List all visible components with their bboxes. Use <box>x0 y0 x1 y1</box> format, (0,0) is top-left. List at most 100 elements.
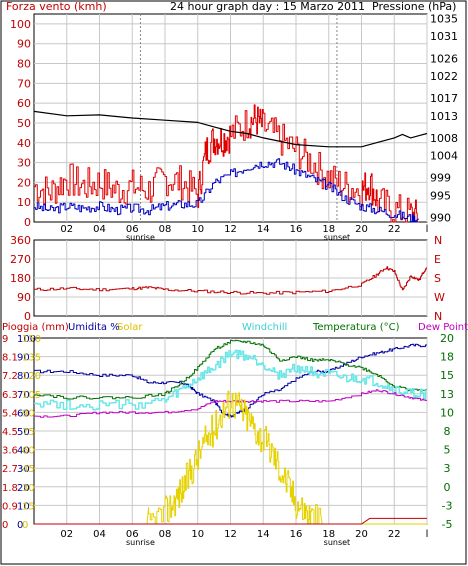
p3-rain-tick: 4.5 <box>2 427 18 438</box>
p1-x-tick: 14 <box>257 224 270 235</box>
p1-y2-tick: 1022 <box>430 70 458 83</box>
p3-humidity-tick: 0 <box>17 520 23 531</box>
p3-humidity-tick: 50 <box>17 427 30 438</box>
p3-x-tick: 04 <box>93 529 106 540</box>
chart-marks: 0102030405060708090100990995999100410081… <box>2 12 458 547</box>
p3-solar-tick: 15 <box>22 501 35 512</box>
p2-y-tick: 90 <box>17 291 31 304</box>
p3-sunset-label: sunset <box>324 538 351 547</box>
legend-windchill: Windchill <box>242 322 287 333</box>
p3-solar-tick: 30 <box>22 483 35 494</box>
p1-x-tick: 20 <box>355 224 368 235</box>
chart-title: 24 hour graph day : 15 Marzo 2011 <box>170 0 365 13</box>
p3-humidity-tick: 70 <box>17 390 30 401</box>
p1-x-tick: 08 <box>159 224 172 235</box>
p3-solar-tick: 105 <box>22 390 41 401</box>
p3-temp-tick: 15 <box>440 369 454 382</box>
p3-x-tick: 14 <box>257 529 270 540</box>
series-umidita <box>34 343 427 418</box>
p3-x-tick: l <box>426 529 429 540</box>
p1-y-tick: 70 <box>17 77 31 90</box>
p3-humidity-tick: 80 <box>17 371 30 382</box>
p3-humidity-tick: 10 <box>17 501 30 512</box>
p1-y-tick: 10 <box>17 196 31 209</box>
p3-solar-tick: 135 <box>22 353 41 364</box>
p3-rain-tick: 6.3 <box>2 390 18 401</box>
p3-rain-tick: 5.4 <box>2 408 18 419</box>
p3-humidity-tick: 60 <box>17 408 30 419</box>
p3-humidity-tick: 30 <box>17 464 30 475</box>
p1-x-tick: 16 <box>290 224 303 235</box>
p3-temp-tick: 8 <box>444 425 451 438</box>
p3-humidity-tick: 20 <box>17 483 30 494</box>
p3-temp-tick: 3 <box>444 462 451 475</box>
series-wind-gust <box>34 104 419 223</box>
p1-y2-tick: 1017 <box>430 92 458 105</box>
p3-sunrise-label: sunrise <box>126 538 155 547</box>
p1-x-tick: 12 <box>224 224 237 235</box>
p3-temp-tick: 13 <box>440 388 454 401</box>
legend-dewpoint: Dew Point <box>418 322 468 333</box>
p3-x-tick: 10 <box>191 529 204 540</box>
p3-rain-tick: 8.1 <box>2 353 18 364</box>
p2-y-tick: 180 <box>10 272 31 285</box>
p1-y-tick: 80 <box>17 58 31 71</box>
p1-y2-tick: 1004 <box>430 150 458 163</box>
p3-x-tick: 18 <box>322 529 335 540</box>
p3-x-tick: 20 <box>355 529 368 540</box>
p3-x-tick: 22 <box>388 529 401 540</box>
p1-y-tick: 60 <box>17 97 31 110</box>
p2-compass-label: E <box>434 253 441 266</box>
p1-y2-tick: 995 <box>430 189 451 202</box>
series-windchill <box>34 349 427 411</box>
p3-x-tick: 06 <box>126 529 139 540</box>
p1-x-tick: 02 <box>60 224 73 235</box>
p3-humidity-tick: 100 <box>17 334 36 345</box>
p1-y2-tick: 1035 <box>430 12 458 25</box>
p3-x-tick: 12 <box>224 529 237 540</box>
p1-y-tick: 90 <box>17 38 31 51</box>
wind-axis-title: Forza vento (kmh) <box>6 0 107 13</box>
p3-x-tick: 02 <box>60 529 73 540</box>
p3-temp-tick: 0 <box>444 481 451 494</box>
series-solar <box>34 390 427 525</box>
p3-humidity-tick: 90 <box>17 353 30 364</box>
p2-compass-label: W <box>434 291 445 304</box>
p3-solar-tick: 75 <box>22 427 35 438</box>
p1-y-tick: 30 <box>17 157 31 170</box>
p3-rain-tick: 3.6 <box>2 446 18 457</box>
p2-compass-label: N <box>434 310 442 323</box>
legend-humidity: Umidita % <box>68 322 120 333</box>
legend-solar: Solar <box>117 322 143 333</box>
p1-y-tick: 40 <box>17 137 31 150</box>
p3-temp-tick: -5 <box>442 518 453 531</box>
p2-y-tick: 360 <box>10 234 31 247</box>
p3-temp-tick: 20 <box>440 332 454 345</box>
p3-temp-tick: 18 <box>440 351 454 364</box>
p1-y-tick: 100 <box>10 18 31 31</box>
pressure-axis-title: Pressione (hPa) <box>372 0 456 13</box>
legend-temperature: Temperatura (°C) <box>312 322 400 333</box>
p3-rain-tick: 0 <box>2 520 8 531</box>
p1-x-tick: 04 <box>93 224 106 235</box>
p3-x-tick: 16 <box>290 529 303 540</box>
p2-compass-label: S <box>434 272 441 285</box>
p3-solar-tick: 45 <box>22 464 35 475</box>
p1-y2-tick: 1026 <box>430 52 458 65</box>
p1-sunset-label: sunset <box>324 233 351 242</box>
p1-y2-tick: 1008 <box>430 132 458 145</box>
p3-solar-tick: 0 <box>22 520 28 531</box>
p3-rain-tick: 2.7 <box>2 464 18 475</box>
p3-rain-tick: 9 <box>2 334 8 345</box>
p3-rain-tick: 7.2 <box>2 371 18 382</box>
p1-y-tick: 20 <box>17 176 31 189</box>
p1-y2-tick: 1013 <box>430 110 458 123</box>
p3-rain-tick: 0.9 <box>2 501 18 512</box>
p1-y-tick: 0 <box>24 216 31 229</box>
p3-temp-tick: 10 <box>440 406 454 419</box>
series-dew-point <box>34 389 427 418</box>
series-pressure <box>33 110 428 148</box>
series-pioggia-mm <box>34 517 427 525</box>
